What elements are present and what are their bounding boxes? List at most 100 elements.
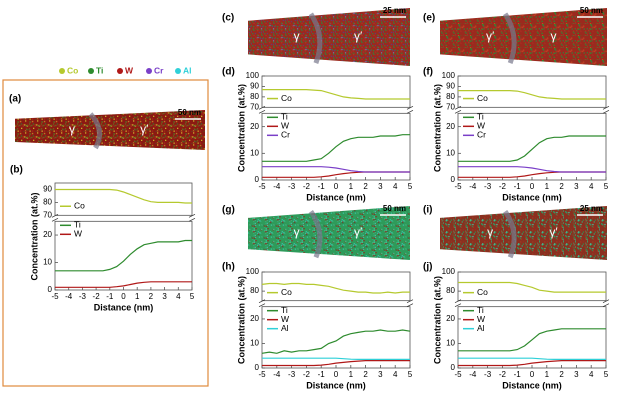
axis-break [406, 299, 414, 308]
atom-map [440, 8, 607, 66]
x-tick-label: 3 [574, 182, 579, 191]
legend-label: Ti [477, 112, 484, 122]
x-tick-label: -3 [79, 292, 87, 301]
data-line [458, 357, 606, 360]
interface [308, 12, 323, 64]
phase-label: γ [487, 225, 493, 239]
axis-break [258, 299, 266, 308]
x-tick-label: -2 [93, 292, 101, 301]
scale-label: 25 nm [580, 204, 603, 213]
legend-label: Cr [281, 130, 290, 140]
x-tick-label: 2 [363, 370, 368, 379]
x-tick-label: 1 [135, 292, 140, 301]
x-tick-label: 4 [176, 292, 181, 301]
legend-label: Al [183, 65, 192, 75]
scale-label: 50 nm [383, 204, 406, 213]
axes-frame [457, 271, 607, 302]
y-tick-label: 80 [43, 197, 52, 206]
y-tick-label: 20 [250, 314, 259, 323]
x-tick-label: -5 [51, 292, 59, 301]
data-line [55, 188, 192, 204]
x-axis-title: Distance (nm) [306, 380, 366, 390]
atom-map [248, 206, 410, 260]
data-line [261, 329, 411, 354]
axis-break [51, 213, 59, 222]
x-tick-label: 5 [408, 370, 413, 379]
legend-swatch [117, 68, 123, 74]
axis-break [258, 105, 266, 114]
scale-label: 25 nm [383, 6, 406, 15]
phase-label: γ [69, 122, 75, 136]
x-tick-label: -2 [499, 182, 507, 191]
y-tick-label: 10 [446, 339, 455, 348]
x-tick-label: 5 [604, 370, 609, 379]
interface [88, 112, 102, 150]
y-tick-label: 0 [451, 363, 456, 372]
x-axis-title: Distance (nm) [502, 192, 562, 202]
x-axis-title: Distance (nm) [502, 380, 562, 390]
legend-label: Al [477, 323, 485, 333]
data-line [458, 166, 606, 173]
y-axis-title: Concentration (at.%) [236, 84, 246, 172]
phase-label: γ′ [140, 122, 149, 136]
interface [503, 12, 517, 64]
panel-label: (a) [9, 94, 21, 105]
data-line [458, 171, 606, 178]
x-tick-label: 3 [162, 292, 167, 301]
x-tick-label: -1 [318, 182, 326, 191]
y-tick-label: 0 [48, 285, 53, 294]
x-tick-label: 3 [378, 370, 383, 379]
legend-label: Cr [154, 65, 164, 75]
data-line [458, 360, 606, 367]
y-tick-label: 20 [446, 314, 455, 323]
x-tick-label: 3 [574, 370, 579, 379]
x-tick-label: 4 [393, 370, 398, 379]
legend-swatch [59, 68, 65, 74]
legend-label: Co [67, 65, 78, 75]
x-tick-label: -4 [273, 370, 281, 379]
axis-break [406, 105, 414, 114]
panel-label: (d) [222, 67, 235, 78]
x-tick-label: 1 [545, 182, 550, 191]
phase-label: γ′ [354, 225, 363, 239]
atom-map [248, 8, 410, 66]
legend-label: Ti [96, 65, 103, 75]
panel-label: (f) [423, 67, 433, 78]
legend-label: Ti [74, 220, 81, 230]
y-tick-label: 90 [43, 185, 52, 194]
x-tick-label: 4 [589, 182, 594, 191]
x-tick-label: 1 [349, 370, 354, 379]
y-tick-label: 80 [250, 286, 259, 295]
axis-break [454, 105, 462, 114]
y-tick-label: 20 [43, 230, 52, 239]
phase-label: γ [551, 29, 557, 43]
axes-frame [261, 271, 411, 302]
x-tick-label: -2 [303, 182, 311, 191]
axis-break [188, 213, 196, 222]
phase-label: γ′ [354, 29, 363, 43]
y-tick-label: 20 [250, 122, 259, 131]
legend-label: Co [281, 93, 292, 103]
y-tick-label: 80 [446, 286, 455, 295]
legend-swatch [175, 68, 181, 74]
data-line [458, 328, 606, 352]
x-tick-label: -3 [484, 182, 492, 191]
legend-label: Cr [477, 130, 486, 140]
x-tick-label: 2 [559, 182, 564, 191]
atom-map [15, 110, 205, 150]
x-tick-label: 5 [408, 182, 413, 191]
x-tick-label: -4 [469, 182, 477, 191]
data-line [55, 281, 192, 288]
data-line [262, 166, 410, 173]
y-axis-title: Concentration (at.%) [432, 84, 442, 172]
x-tick-label: 5 [190, 292, 195, 301]
legend-label: Ti [281, 305, 288, 315]
panel-label: (g) [222, 205, 235, 216]
y-axis-title: Concentration (at.%) [29, 192, 39, 280]
y-tick-label: 80 [446, 92, 455, 101]
interface [503, 209, 517, 259]
y-tick-label: 0 [255, 175, 260, 184]
x-tick-label: 0 [530, 370, 535, 379]
legend-label: W [477, 121, 485, 131]
panel-label: (e) [423, 13, 435, 24]
